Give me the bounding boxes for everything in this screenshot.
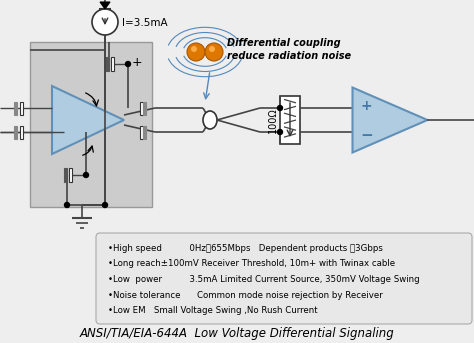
Bar xyxy=(30,42,152,207)
Text: •Low EM   Small Voltage Swing ,No Rush Current: •Low EM Small Voltage Swing ,No Rush Cur… xyxy=(108,306,318,315)
Text: Differential coupling
reduce radiation noise: Differential coupling reduce radiation n… xyxy=(227,38,351,61)
Bar xyxy=(280,96,300,144)
Bar xyxy=(140,102,143,115)
Circle shape xyxy=(209,46,215,52)
Bar xyxy=(143,102,146,115)
Circle shape xyxy=(102,202,108,208)
Text: +: + xyxy=(132,56,143,69)
Ellipse shape xyxy=(203,111,217,129)
Circle shape xyxy=(191,46,197,52)
Circle shape xyxy=(187,43,205,61)
Text: +: + xyxy=(361,99,372,113)
Circle shape xyxy=(205,43,223,61)
Bar xyxy=(20,126,23,139)
Text: ANSI/TIA/EIA-644A  Low Voltage Differential Signaling: ANSI/TIA/EIA-644A Low Voltage Differenti… xyxy=(80,327,394,340)
Text: •Long reach±100mV Receiver Threshold, 10m+ with Twinax cable: •Long reach±100mV Receiver Threshold, 10… xyxy=(108,260,395,269)
Text: −: − xyxy=(361,129,373,143)
Polygon shape xyxy=(52,86,124,154)
Bar xyxy=(111,57,114,71)
Circle shape xyxy=(83,173,89,177)
Polygon shape xyxy=(100,2,110,9)
Bar xyxy=(106,57,109,71)
Bar xyxy=(14,102,17,115)
FancyBboxPatch shape xyxy=(96,233,472,324)
Bar xyxy=(69,168,72,182)
Circle shape xyxy=(126,61,130,67)
Text: •High speed          0Hz～655Mbps   Dependent products ～3Gbps: •High speed 0Hz～655Mbps Dependent produc… xyxy=(108,244,383,253)
Circle shape xyxy=(92,9,118,35)
Circle shape xyxy=(64,202,70,208)
Bar xyxy=(14,126,17,139)
Bar xyxy=(143,126,146,139)
Bar xyxy=(20,102,23,115)
Text: 100Ω: 100Ω xyxy=(268,107,278,133)
Text: I=3.5mA: I=3.5mA xyxy=(122,18,168,28)
Text: •Noise tolerance      Common mode noise rejection by Receiver: •Noise tolerance Common mode noise rejec… xyxy=(108,291,383,299)
Circle shape xyxy=(277,106,283,110)
Bar xyxy=(64,168,67,182)
Text: •Low  power          3.5mA Limited Current Source, 350mV Voltage Swing: •Low power 3.5mA Limited Current Source,… xyxy=(108,275,419,284)
Bar xyxy=(140,126,143,139)
Polygon shape xyxy=(353,87,428,153)
Circle shape xyxy=(277,130,283,134)
